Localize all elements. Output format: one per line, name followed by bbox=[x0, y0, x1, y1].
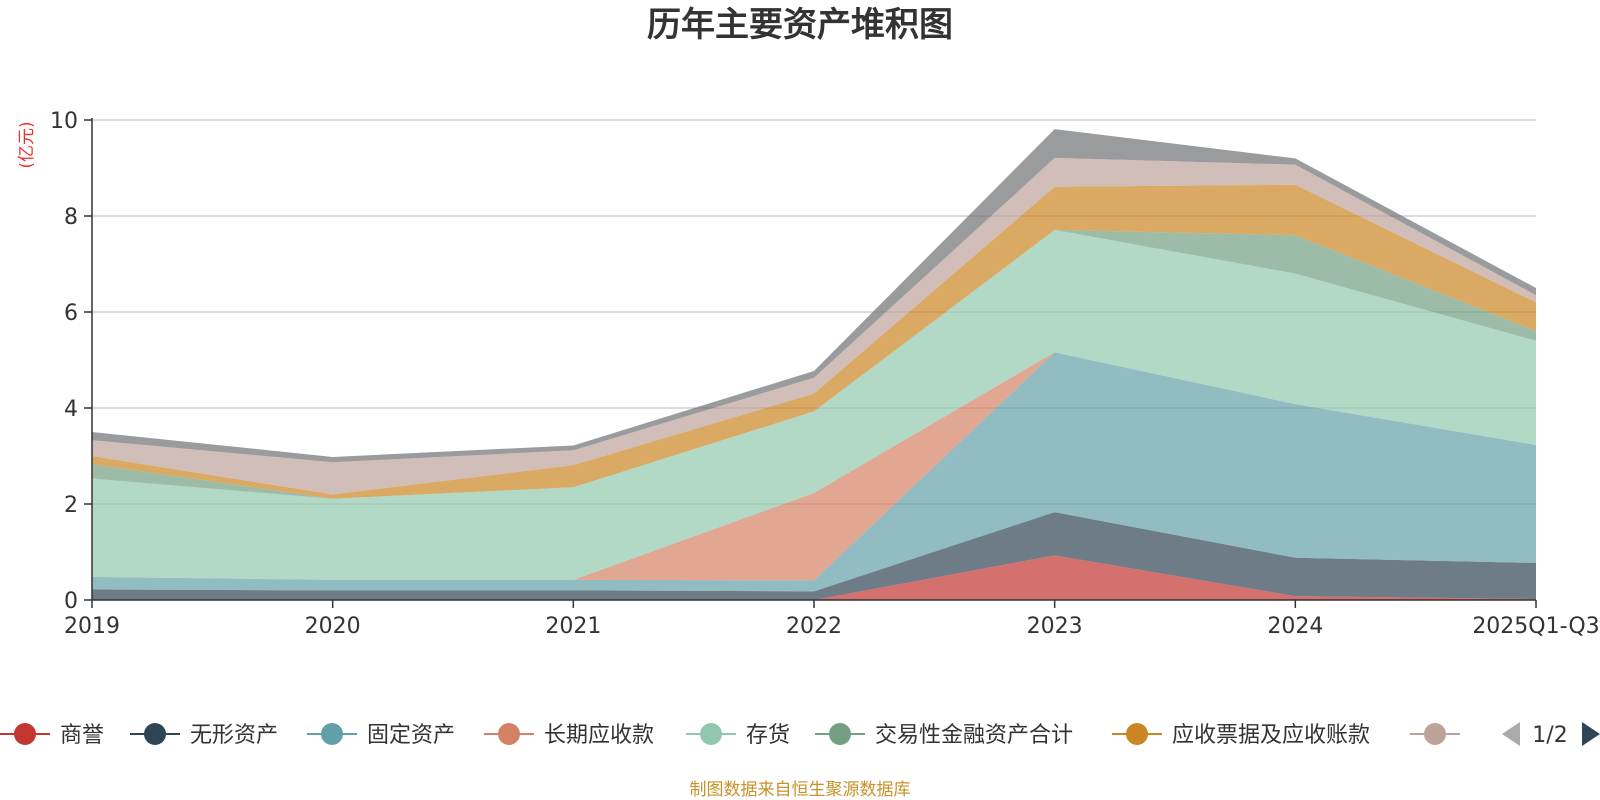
legend-item-固定资产: 固定资产 bbox=[307, 723, 455, 748]
area-商誉 bbox=[92, 555, 1536, 600]
y-tick-label-10: 10 bbox=[50, 109, 78, 134]
legend-item-应收票据及应收账款: 应收票据及应收账款 bbox=[1112, 723, 1370, 748]
legend-label-无形资产: 无形资产 bbox=[190, 723, 278, 748]
x-tick-label-2025Q1-Q3: 2025Q1-Q3 bbox=[1472, 614, 1599, 639]
legend-marker-存货 bbox=[700, 723, 722, 745]
legend-marker-长期应收款 bbox=[498, 723, 520, 745]
area-固定资产 bbox=[92, 352, 1536, 592]
area-货币资金 bbox=[92, 157, 1536, 495]
legend-item-存货: 存货 bbox=[686, 723, 790, 748]
source-note: 制图数据来自恒生聚源数据库 bbox=[690, 780, 911, 800]
area-无形资产 bbox=[92, 512, 1536, 600]
legend-label-应收票据及应收账款: 应收票据及应收账款 bbox=[1172, 723, 1370, 748]
legend-label-存货: 存货 bbox=[746, 723, 790, 748]
area-长期应收款 bbox=[92, 352, 1536, 581]
x-tick-label-2019: 2019 bbox=[64, 614, 120, 639]
legend: 商誉无形资产固定资产长期应收款存货交易性金融资产合计应收票据及应收账款货 bbox=[0, 710, 1600, 760]
legend-prev-arrow-icon[interactable] bbox=[1502, 722, 1520, 746]
x-tick-label-2021: 2021 bbox=[545, 614, 601, 639]
legend-page-indicator: 1/2 bbox=[1532, 723, 1567, 748]
y-tick-label-2: 2 bbox=[64, 493, 78, 518]
y-tick-label-6: 6 bbox=[64, 301, 78, 326]
legend-label-交易性金融资产合计: 交易性金融资产合计 bbox=[875, 723, 1073, 748]
area-存货 bbox=[92, 229, 1536, 580]
legend-item-长期应收款: 长期应收款 bbox=[484, 723, 654, 748]
chart-title: 历年主要资产堆积图 bbox=[647, 5, 953, 45]
legend-marker-货 bbox=[1424, 723, 1446, 745]
y-tick-label-0: 0 bbox=[64, 589, 78, 614]
x-tick-label-2020: 2020 bbox=[305, 614, 361, 639]
legend-label-固定资产: 固定资产 bbox=[367, 723, 455, 748]
legend-item-商誉: 商誉 bbox=[0, 723, 104, 748]
x-tick-label-2024: 2024 bbox=[1267, 614, 1323, 639]
legend-label-长期应收款: 长期应收款 bbox=[544, 723, 654, 748]
x-tick-label-2023: 2023 bbox=[1027, 614, 1083, 639]
legend-marker-固定资产 bbox=[321, 723, 343, 745]
legend-marker-交易性金融资产合计 bbox=[829, 723, 851, 745]
legend-pager: 1/2 bbox=[1502, 722, 1600, 748]
y-axis-unit: (亿元) bbox=[17, 121, 37, 168]
axes: 0 2 4 6 8 10 2019 2020 2021 2022 2023 2024 2025Q1-Q3 bbox=[50, 109, 1600, 639]
area-series bbox=[92, 129, 1536, 600]
x-tick-label-2022: 2022 bbox=[786, 614, 842, 639]
legend-label-商誉: 商誉 bbox=[60, 723, 104, 748]
legend-marker-应收票据及应收账款 bbox=[1126, 723, 1148, 745]
legend-item-无形资产: 无形资产 bbox=[130, 723, 278, 748]
y-tick-label-8: 8 bbox=[64, 205, 78, 230]
legend-next-arrow-icon[interactable] bbox=[1582, 722, 1600, 746]
legend-marker-商誉 bbox=[14, 723, 36, 745]
legend-clip-mask bbox=[1462, 710, 1600, 760]
legend-item-交易性金融资产合计: 交易性金融资产合计 bbox=[815, 723, 1073, 748]
y-tick-label-4: 4 bbox=[64, 397, 78, 422]
legend-marker-无形资产 bbox=[144, 723, 166, 745]
